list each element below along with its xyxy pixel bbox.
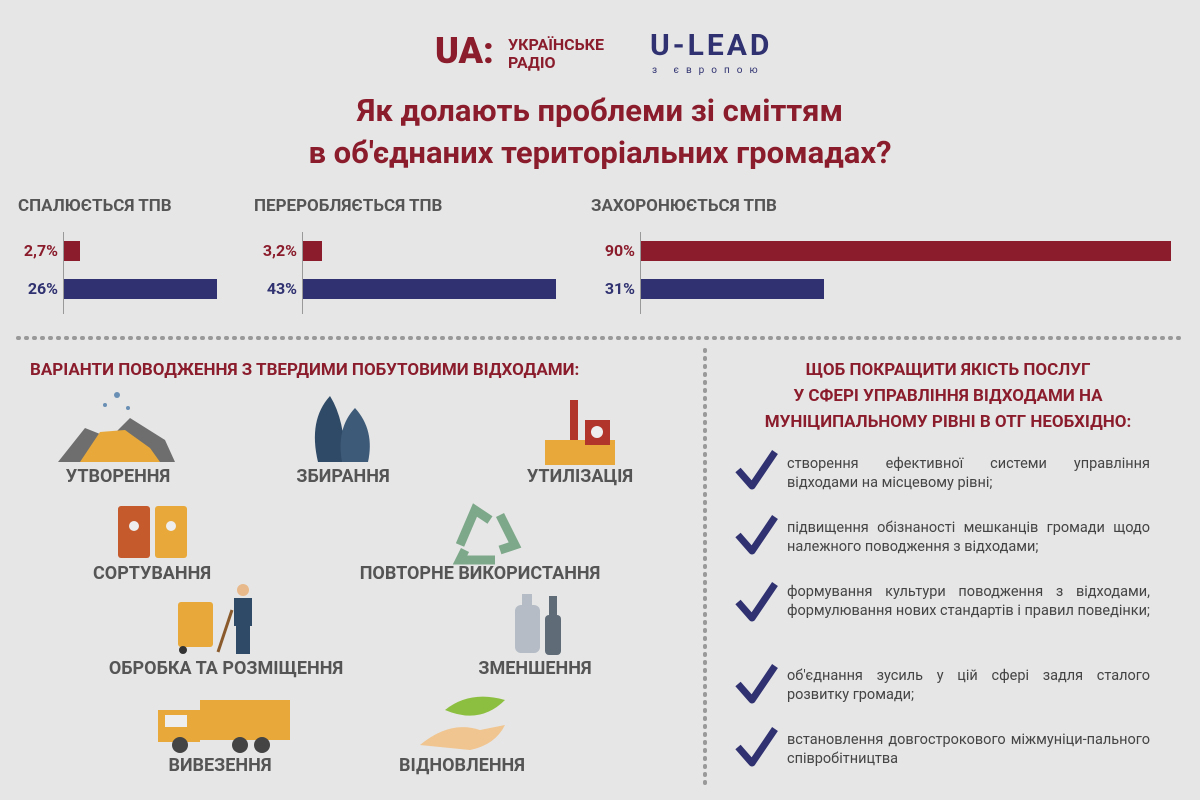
recommendation: встановлення довгострокового міжмуніци-п… — [787, 731, 1150, 767]
section-title: У СФЕРІ УПРАВЛІННЯ ВІДХОДАМИ НА — [793, 386, 1103, 406]
title: Як долають проблеми зі сміттям — [356, 92, 844, 129]
value-label: 3,2% — [262, 241, 297, 260]
logo-ua: UA: — [435, 30, 494, 72]
bar — [641, 279, 824, 299]
option-label: ЗМЕНШЕННЯ — [478, 658, 592, 679]
option-label: УТВОРЕННЯ — [65, 466, 171, 487]
chart-title: ЗАХОРОНЮЄТЬСЯ ТПВ — [591, 196, 777, 216]
title: в об'єднаних територіальних громадах? — [308, 134, 892, 171]
bar — [303, 241, 322, 261]
logo-text: УКРАЇНСЬКЕ — [508, 35, 604, 54]
option-label: УТИЛІЗАЦІЯ — [526, 466, 634, 487]
recommendation: формування культури поводження з відхода… — [787, 583, 1151, 619]
section-title: ЩОБ ПОКРАЩИТИ ЯКІСТЬ ПОСЛУГ — [805, 360, 1091, 380]
option-label: ОБРОБКА ТА РОЗМІЩЕННЯ — [108, 658, 344, 679]
option-label: ВІДНОВЛЕННЯ — [399, 755, 525, 776]
value-label: 43% — [266, 279, 297, 298]
axis-line — [302, 232, 303, 314]
axis-line — [63, 232, 64, 314]
chart-title: ПЕРЕРОБЛЯЄТЬСЯ ТПВ — [254, 196, 443, 216]
logo-ulead: U-LEAD — [650, 28, 773, 63]
value-label: 2,7% — [23, 241, 58, 260]
recommendation: створення ефективної системи управління … — [787, 455, 1150, 491]
bar — [641, 241, 1172, 261]
recommendation: підвищення обізнаності мешканців громади… — [787, 519, 1150, 555]
option-label: ВИВЕЗЕННЯ — [168, 755, 272, 776]
chart-title: СПАЛЮЄТЬСЯ ТПВ — [18, 196, 172, 216]
value-label: 31% — [604, 279, 635, 298]
option-label: ПОВТОРНЕ ВИКОРИСТАННЯ — [359, 563, 601, 584]
axis-line — [640, 232, 641, 314]
recommendation: об'єднання зусиль у цій сфері задля стал… — [787, 667, 1150, 703]
logo-text: РАДІО — [508, 53, 556, 72]
value-label: 90% — [604, 241, 635, 260]
bar — [64, 279, 218, 299]
option-label: ЗБИРАННЯ — [296, 466, 390, 487]
bar — [303, 279, 557, 299]
option-label: СОРТУВАННЯ — [93, 563, 211, 584]
logo-tagline: з європою — [652, 65, 765, 76]
section-title: ВАРІАНТИ ПОВОДЖЕННЯ З ТВЕРДИМИ ПОБУТОВИМ… — [30, 360, 580, 380]
bar — [64, 241, 80, 261]
logo-radio: УКРАЇНСЬКЕ РАДІО — [508, 36, 604, 72]
section-title: МУНІЦИПАЛЬНОМУ РІВНІ В ОТГ НЕОБХІДНО: — [764, 412, 1132, 432]
value-label: 26% — [27, 279, 58, 298]
